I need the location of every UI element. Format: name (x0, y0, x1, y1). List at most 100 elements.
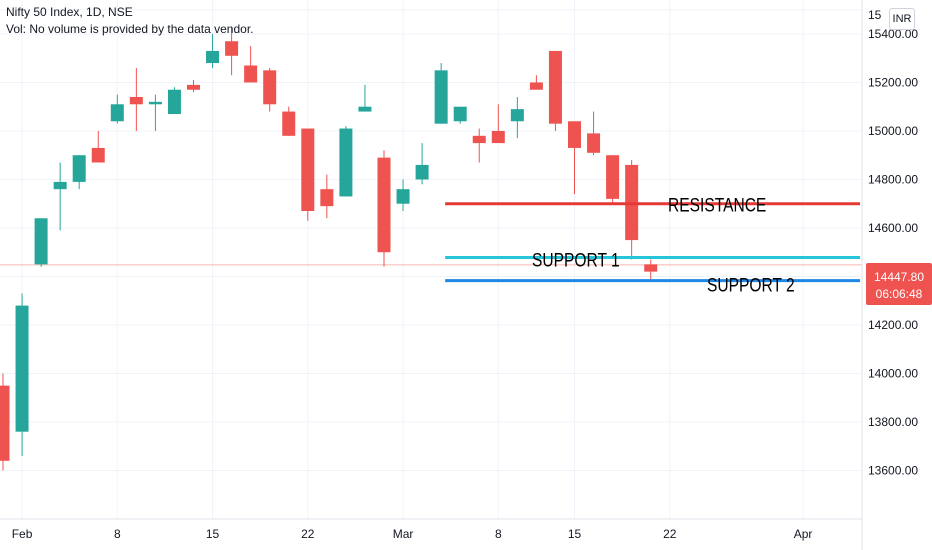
grid-lines (0, 0, 862, 519)
candle-3 (53, 162, 67, 231)
price-tick-label-1: 15200.00 (868, 75, 918, 89)
currency-badge[interactable]: INR (889, 8, 915, 30)
candle-body-7 (129, 97, 143, 105)
candle-body-12 (225, 41, 239, 56)
candle-28 (529, 75, 543, 90)
candle-body-32 (606, 155, 620, 199)
candle-body-14 (263, 70, 277, 105)
candle-body-29 (548, 50, 562, 124)
annotation-support-2[interactable]: SUPPORT 2 (445, 274, 860, 296)
candle-26 (491, 104, 505, 144)
candle-body-25 (472, 135, 486, 144)
candle-body-34 (644, 264, 658, 272)
candle-body-3 (53, 181, 67, 190)
candle-0 (0, 373, 10, 471)
last-price-marker-bg (866, 263, 932, 305)
candle-16 (301, 128, 315, 221)
candle-29 (548, 50, 562, 131)
annotation-support-1[interactable]: SUPPORT 1 (445, 249, 860, 271)
candle-32 (606, 155, 620, 204)
price-tick-label-3: 14800.00 (868, 172, 918, 186)
candle-15 (282, 106, 296, 136)
candle-body-24 (453, 106, 467, 122)
candle-body-9 (167, 89, 181, 114)
last-price-marker: 14447.80 06:06:48 (866, 263, 932, 305)
candle-body-17 (320, 189, 334, 207)
price-axis[interactable]: 15400.00 15200.00 15000.00 14800.00 14600.00… (868, 8, 918, 477)
symbol-title[interactable]: Nifty 50 Index, 1D, NSE (6, 5, 133, 19)
candle-body-4 (72, 155, 86, 182)
price-tick-label-4: 14600.00 (868, 221, 918, 235)
candle-31 (587, 111, 601, 156)
candle-body-10 (187, 84, 200, 90)
candle-4 (72, 155, 86, 190)
candles (0, 26, 658, 471)
candle-10 (187, 80, 200, 93)
candle-1 (15, 293, 29, 456)
candle-21 (396, 179, 410, 211)
candle-17 (320, 174, 334, 219)
candle-body-19 (358, 106, 372, 112)
annotation-resistance[interactable]: RESISTANCE (445, 194, 860, 216)
candle-5 (91, 130, 105, 163)
time-tick-label-2: 15 (206, 527, 220, 541)
price-tick-label-6: 14200.00 (868, 318, 918, 332)
candle-body-6 (110, 104, 124, 122)
volume-note: Vol: No volume is provided by the data v… (6, 22, 254, 36)
candle-body-26 (491, 130, 505, 144)
drawing-annotations[interactable]: RESISTANCE SUPPORT 1 SUPPORT 2 (445, 194, 860, 296)
price-tick-label-top: 15 (868, 8, 882, 22)
candle-34 (644, 259, 658, 282)
candle-22 (415, 143, 429, 185)
candle-body-27 (510, 109, 524, 122)
time-tick-label-0: Feb (12, 527, 33, 541)
time-tick-label-4: Mar (393, 527, 414, 541)
candle-body-1 (15, 305, 29, 432)
candle-23 (434, 63, 448, 124)
price-tick-label-9: 13600.00 (868, 463, 918, 477)
candle-19 (358, 84, 372, 112)
price-tick-label-0: 15400.00 (868, 27, 918, 41)
candle-11 (206, 33, 220, 68)
candle-18 (339, 126, 353, 197)
candle-25 (472, 128, 486, 163)
bar-countdown: 06:06:48 (876, 287, 923, 301)
time-tick-label-8: Apr (794, 527, 813, 541)
candle-27 (510, 97, 524, 139)
candle-body-0 (0, 385, 10, 461)
candle-30 (568, 121, 581, 195)
annotation-label-1: SUPPORT 1 (532, 249, 620, 271)
candle-body-23 (434, 70, 448, 124)
candle-body-5 (91, 147, 105, 163)
candle-body-28 (529, 82, 543, 90)
candle-body-15 (282, 111, 296, 136)
chart-legend: Nifty 50 Index, 1D, NSE Vol: No volume i… (6, 4, 253, 38)
candle-9 (167, 87, 181, 114)
candle-33 (625, 160, 639, 260)
candle-body-18 (339, 128, 353, 197)
candle-7 (129, 67, 143, 131)
annotation-label-0: RESISTANCE (668, 194, 766, 216)
candle-8 (148, 94, 162, 131)
candle-2 (34, 218, 48, 267)
candle-body-11 (206, 50, 220, 64)
time-tick-label-3: 22 (301, 527, 315, 541)
time-tick-label-6: 15 (568, 527, 582, 541)
candle-13 (244, 46, 258, 83)
candle-12 (225, 26, 239, 76)
candle-body-13 (244, 65, 258, 83)
time-tick-label-1: 8 (114, 527, 121, 541)
time-tick-label-5: 8 (495, 527, 502, 541)
candle-20 (377, 150, 391, 267)
candle-body-2 (34, 218, 48, 265)
candle-body-20 (377, 157, 391, 253)
candle-body-8 (148, 101, 162, 105)
candle-body-30 (568, 121, 581, 148)
price-tick-label-8: 13800.00 (868, 415, 918, 429)
price-tick-label-7: 14000.00 (868, 366, 918, 380)
candle-6 (110, 94, 124, 124)
time-axis[interactable]: Feb 8 15 22 Mar 8 15 22 Apr (12, 527, 813, 541)
annotation-label-2: SUPPORT 2 (707, 274, 795, 296)
candle-body-31 (587, 133, 601, 153)
